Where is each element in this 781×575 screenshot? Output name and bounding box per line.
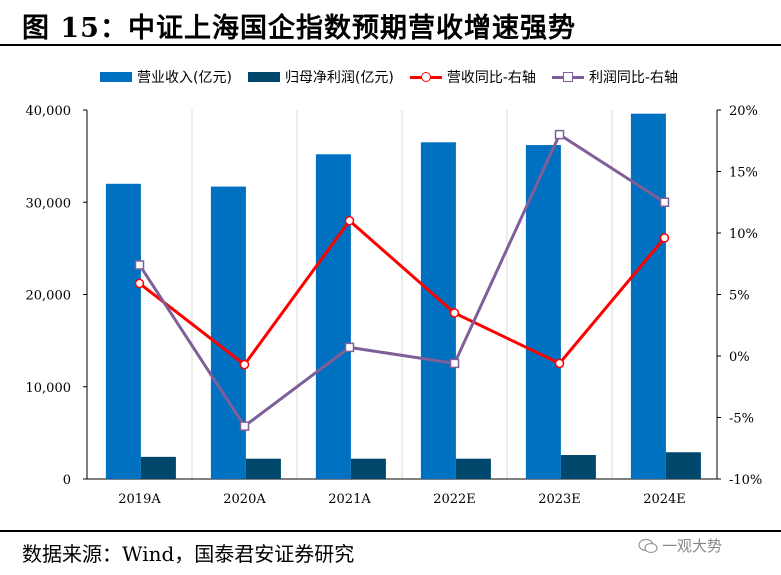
revenue-bar [210, 186, 246, 479]
profit-bar [560, 455, 596, 479]
profit-yoy-point [344, 342, 355, 353]
x-tick-label: 2022E [433, 492, 476, 507]
legend-item-revenue-yoy: 营收同比-右轴 [409, 67, 536, 87]
x-tick-label: 2020A [223, 492, 266, 507]
legend-swatch-revenue [100, 72, 132, 82]
profit-yoy-point [449, 358, 460, 369]
revenue-yoy-point [554, 358, 565, 369]
revenue-yoy-point [344, 215, 355, 226]
profit-yoy-point [239, 421, 250, 431]
watermark: 一观大势 [638, 535, 722, 556]
legend-label-revenue-yoy: 营收同比-右轴 [446, 70, 536, 86]
x-tick-label: 2024E [643, 492, 686, 507]
bottom-rule [0, 530, 781, 532]
right-tick-label: 0% [729, 350, 750, 365]
profit-yoy-point [134, 260, 145, 270]
revenue-yoy-line [138, 218, 666, 367]
revenue-yoy-point [659, 233, 670, 243]
left-tick-label: 10,000 [26, 381, 72, 396]
x-tick-label: 2019A [118, 492, 161, 507]
legend-swatch-profit-yoy [551, 71, 584, 83]
profit-bar [245, 458, 281, 479]
profit-bar [665, 452, 701, 479]
profit-yoy-line [138, 132, 666, 429]
profit-bar [350, 458, 386, 479]
revenue-bar [525, 145, 561, 479]
left-tick-label: 0 [63, 473, 71, 488]
watermark-text: 一观大势 [662, 537, 723, 555]
left-tick-label: 40,000 [26, 104, 72, 119]
legend-label-profit: 归母净利润(亿元) [284, 70, 394, 86]
right-tick-label: -5% [729, 412, 754, 427]
legend-item-profit-yoy: 利润同比-右轴 [551, 67, 678, 87]
legend-label-revenue: 营业收入(亿元) [137, 70, 232, 86]
left-tick-label: 20,000 [26, 289, 72, 304]
revenue-bar [105, 183, 141, 480]
right-tick-label: -10% [729, 473, 762, 488]
legend-swatch-profit [247, 72, 280, 82]
x-tick-label: 2021A [328, 492, 371, 507]
right-tick-label: 5% [729, 289, 750, 304]
revenue-yoy-point [449, 308, 460, 318]
right-tick-label: 15% [729, 166, 758, 181]
revenue-bar [315, 154, 351, 479]
wechat-icon [638, 538, 658, 553]
legend-item-revenue: 营业收入(亿元) [100, 67, 232, 87]
profit-bar [455, 458, 491, 479]
figure-title: 图 15：中证上海国企指数预期营收增速强势 [22, 13, 576, 44]
revenue-yoy-point [134, 278, 145, 289]
right-tick-label: 10% [729, 227, 758, 242]
top-rule [0, 44, 781, 46]
profit-yoy-point [659, 197, 670, 207]
legend-label-profit-yoy: 利润同比-右轴 [588, 70, 678, 86]
x-tick-label: 2023E [538, 492, 581, 507]
revenue-bar [630, 113, 666, 479]
left-tick-label: 30,000 [26, 196, 72, 211]
chart-legend: 营业收入(亿元) 归母净利润(亿元) 营收同比-右轴 利润同比-右轴 [100, 67, 678, 87]
source-note: 数据来源：Wind，国泰君安证券研究 [22, 542, 355, 566]
revenue-yoy-point [239, 359, 250, 370]
profit-bar [140, 456, 176, 479]
profit-yoy-point [554, 129, 565, 140]
legend-item-profit: 归母净利润(亿元) [247, 67, 394, 87]
legend-swatch-revenue-yoy [409, 71, 442, 83]
right-tick-label: 20% [729, 104, 758, 119]
chart-plot: 0 10,000 20,000 30,000 40,000 -10% -5% 0% 5% 10% 1… [26, 104, 763, 507]
